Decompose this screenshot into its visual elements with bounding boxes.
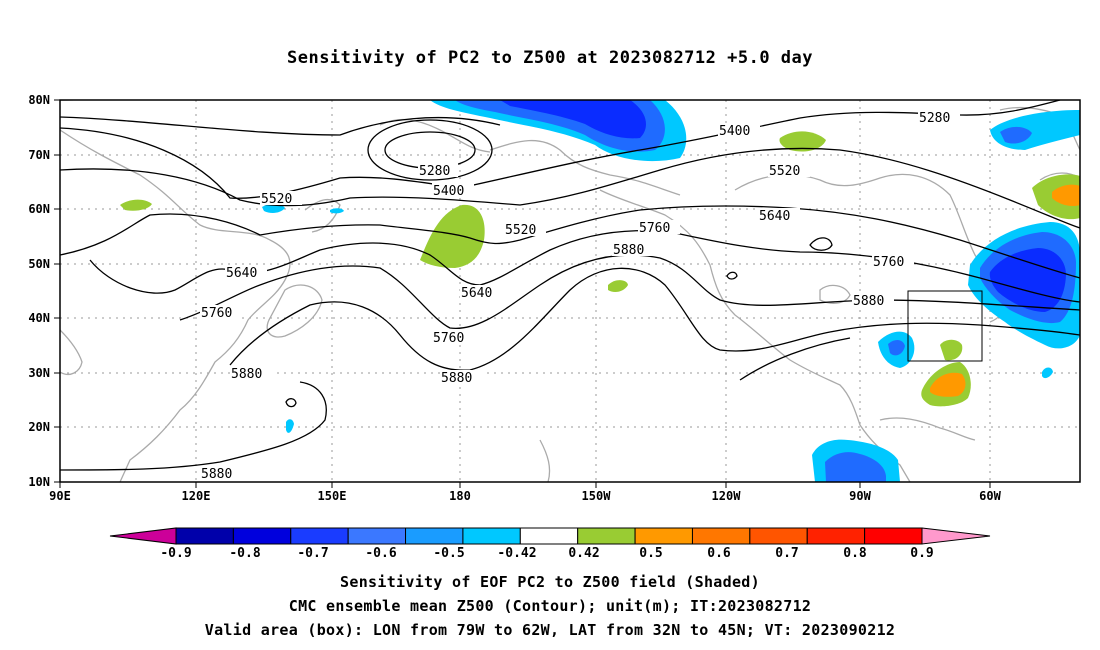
contour-label: 5520 <box>261 192 292 207</box>
lat-label: 60N <box>28 202 50 216</box>
shade-pacific-positive <box>420 204 485 268</box>
colorbar-swatch <box>691 527 751 545</box>
sensitivity-shading <box>120 100 1080 482</box>
contour-label: 5280 <box>919 111 950 126</box>
shade-greenland-negative-core <box>1000 126 1032 144</box>
colorbar-label: 0.5 <box>639 546 662 561</box>
colorbar-label: -0.42 <box>497 546 536 561</box>
shade-hawaii-negative <box>286 419 294 433</box>
tick-marks <box>54 99 991 488</box>
colorbar-swatch <box>519 527 579 545</box>
shade-bermuda-positive-n <box>940 339 963 361</box>
shade-arctic-negative-max <box>500 100 646 139</box>
contour-label: 5880 <box>853 294 884 309</box>
contour-label: 5520 <box>769 164 800 179</box>
colorbar-swatch <box>232 527 292 545</box>
shade-se-us-negative-core <box>888 340 905 356</box>
contour-label: 5640 <box>461 286 492 301</box>
lat-label: 30N <box>28 366 50 380</box>
contour-label: 5760 <box>639 221 670 236</box>
caption-valid-area: Valid area (box): LON from 79W to 62W, L… <box>204 621 896 639</box>
plot-frame <box>59 99 1081 483</box>
colorbar-label: -0.6 <box>365 546 396 561</box>
contour-label: 5400 <box>719 124 750 139</box>
colorbar-label: -0.5 <box>433 546 464 561</box>
contour-label: 5880 <box>613 243 644 258</box>
colorbar-label: 0.7 <box>775 546 798 561</box>
colorbar-swatch <box>175 527 234 545</box>
shade-alaska-positive <box>779 131 826 152</box>
contour-label: 5760 <box>433 331 464 346</box>
colorbar-label: -0.8 <box>229 546 260 561</box>
contour-label: 5400 <box>433 184 464 199</box>
colorbar-arrow-high <box>921 527 991 545</box>
contour-label: 5880 <box>231 367 262 382</box>
shade-atl-small-negative <box>1042 367 1053 379</box>
contour-label: 5640 <box>226 266 257 281</box>
caption-contour: CMC ensemble mean Z500 (Contour); unit(m… <box>288 597 812 615</box>
colorbar-swatch <box>864 527 923 545</box>
colorbar-label: 0.9 <box>910 546 933 561</box>
lat-label: 70N <box>28 148 50 162</box>
lon-label: 150W <box>582 489 612 503</box>
colorbar-swatch <box>347 527 407 545</box>
contour-label: 5280 <box>419 164 450 179</box>
shade-caribbean-negative-core <box>825 452 886 482</box>
contour-label: 5520 <box>505 223 536 238</box>
valid-area-box <box>907 290 983 362</box>
map-title: Sensitivity of PC2 to Z500 at 2023082712… <box>286 48 813 68</box>
lon-label: 120E <box>182 489 211 503</box>
shade-westpac-positive <box>120 199 152 211</box>
contour-label: 5880 <box>441 371 472 386</box>
colorbar-swatch <box>462 527 521 545</box>
colorbar-label: -0.7 <box>297 546 328 561</box>
lon-label: 150E <box>318 489 347 503</box>
contour-label: 5880 <box>201 467 232 482</box>
lon-label: 90W <box>849 489 871 503</box>
lat-label: 10N <box>28 475 50 489</box>
caption-shaded: Sensitivity of EOF PC2 to Z500 field (Sh… <box>340 573 760 591</box>
lat-label: 40N <box>28 311 50 325</box>
lon-label: 60W <box>979 489 1001 503</box>
lon-label: 120W <box>712 489 742 503</box>
contour-label: 5760 <box>201 306 232 321</box>
shade-kuril-negative2 <box>330 208 344 214</box>
colorbar-labels: -0.9 -0.8 -0.7 -0.6 -0.5 -0.42 0.42 0.5 … <box>160 546 933 561</box>
shade-labrador-orange <box>1052 184 1080 207</box>
lat-label: 20N <box>28 420 50 434</box>
contour-label: 5640 <box>759 209 790 224</box>
colorbar-label: 0.8 <box>843 546 867 561</box>
colorbar-arrow-low <box>109 527 177 545</box>
colorbar-swatch <box>290 527 349 545</box>
colorbar-label: 0.6 <box>707 546 731 561</box>
shade-bermuda-orange <box>930 372 966 397</box>
contour-labels: 5280 5280 5400 5400 5520 5520 5520 5640 … <box>200 110 960 482</box>
colorbar-swatch <box>806 527 866 545</box>
lon-label: 90E <box>49 489 71 503</box>
colorbar-label: 0.42 <box>568 546 599 561</box>
colorbar <box>109 527 991 545</box>
latitude-labels: 80N 70N 60N 50N 40N 30N 20N 10N <box>28 93 50 489</box>
colorbar-label: -0.9 <box>160 546 191 561</box>
colorbar-swatch <box>577 527 636 545</box>
lat-label: 50N <box>28 257 50 271</box>
longitude-labels: 90E 120E 150E 180 150W 120W 90W 60W <box>49 489 1001 503</box>
z500-contours <box>60 100 1080 471</box>
lon-label: 180 <box>449 489 471 503</box>
colorbar-swatch <box>634 527 693 545</box>
contour-label: 5760 <box>873 255 904 270</box>
shade-midpac-positive <box>608 280 628 293</box>
lat-label: 80N <box>28 93 50 107</box>
colorbar-swatch <box>405 527 464 545</box>
colorbar-swatch <box>749 527 808 545</box>
